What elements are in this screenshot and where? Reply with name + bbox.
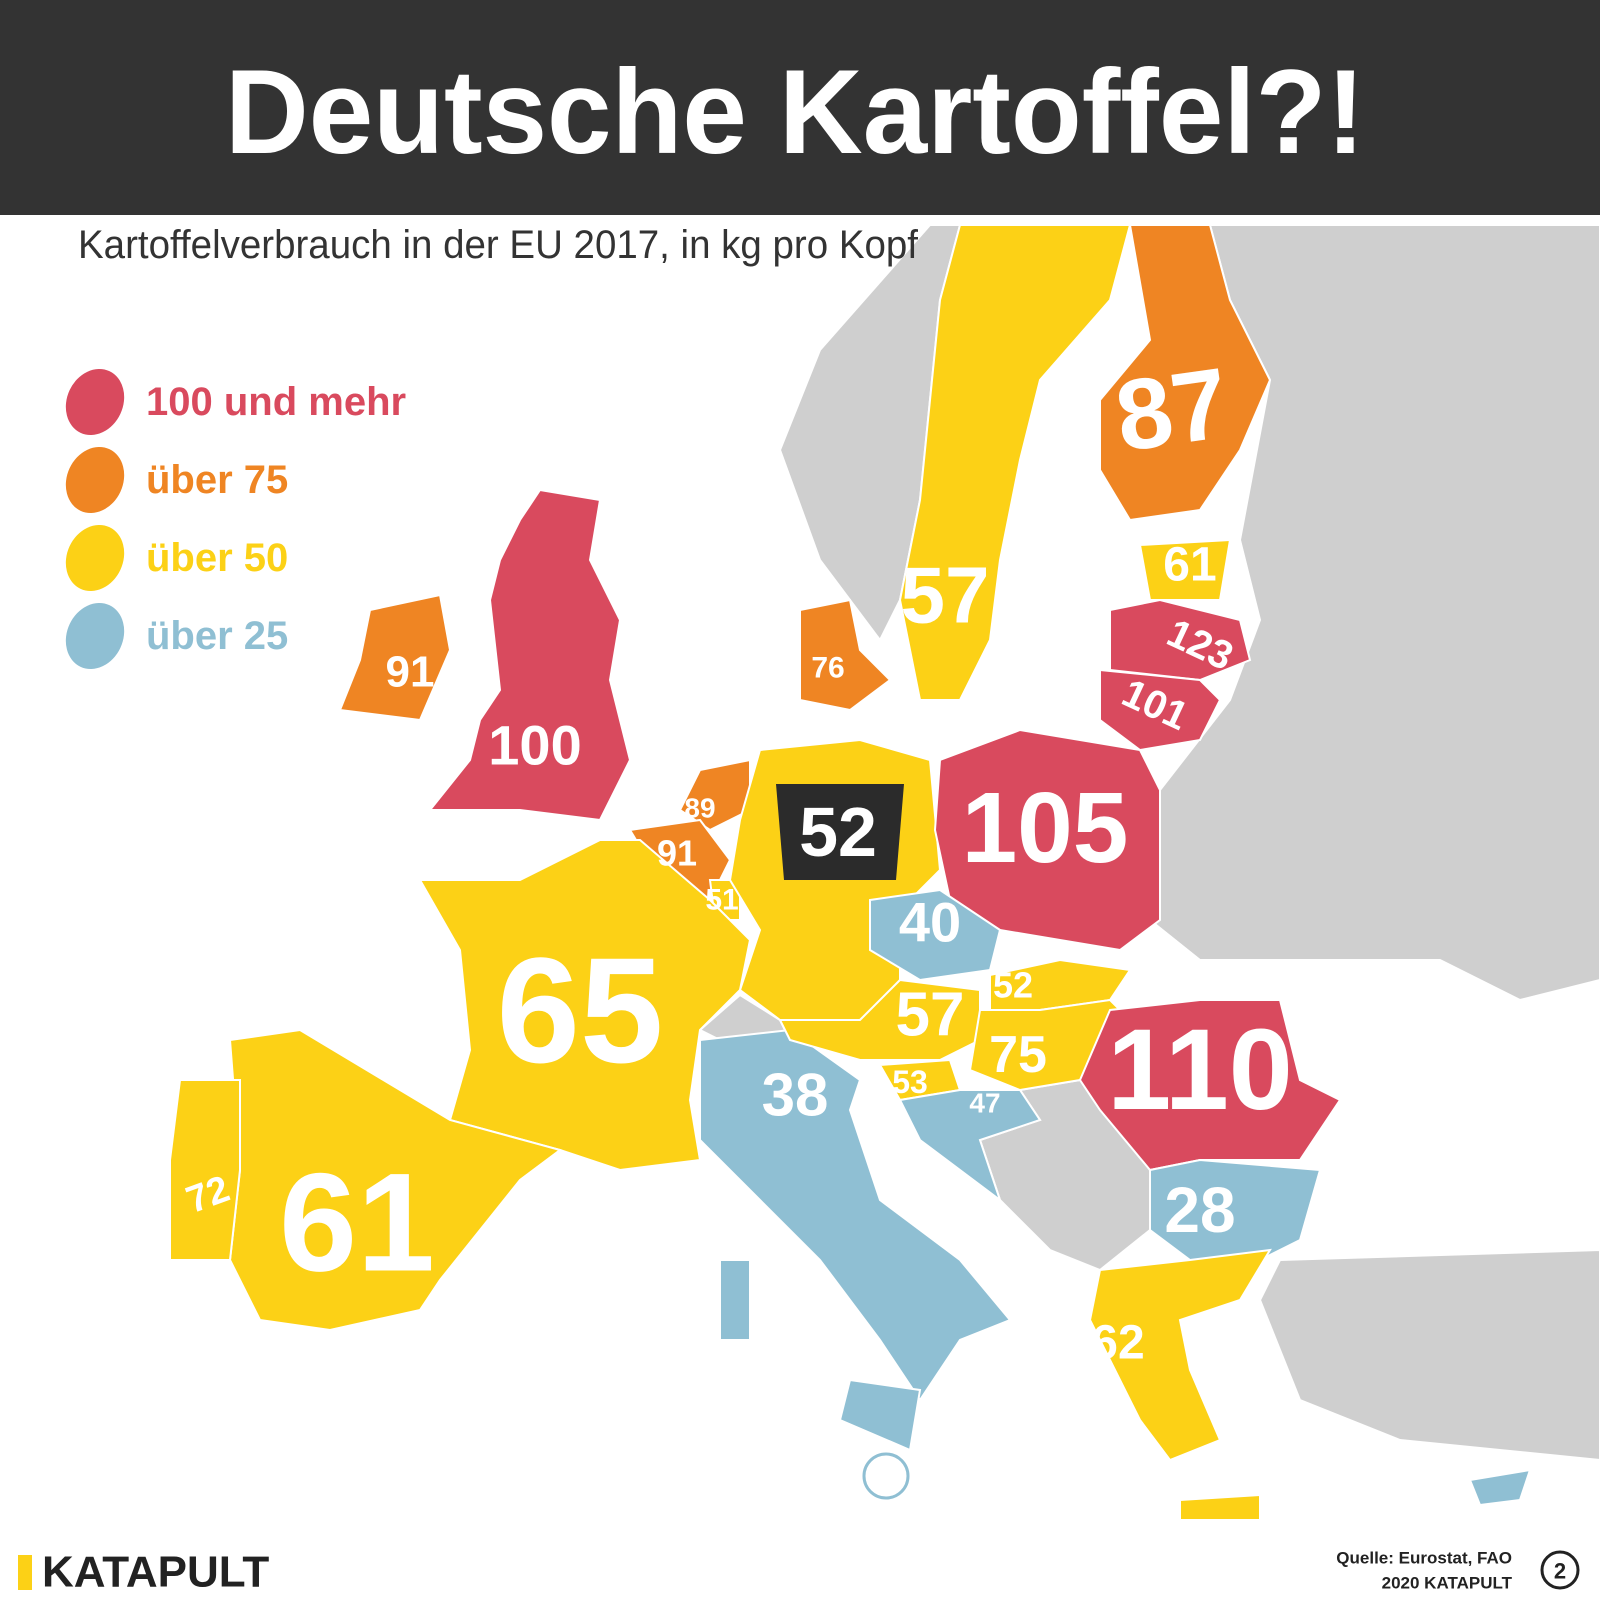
- legend-label: 100 und mehr: [146, 380, 406, 424]
- value-label: 91: [386, 648, 435, 697]
- value-label: 52: [993, 965, 1033, 1006]
- source: Quelle: Eurostat, FAO: [1336, 1549, 1512, 1568]
- logo-mark: [18, 1555, 32, 1590]
- badge: 2: [1554, 1559, 1566, 1584]
- country: [427, 488, 632, 822]
- legend-icon: [65, 524, 125, 592]
- country: [338, 593, 452, 722]
- title: Deutsche Kartoffel?!: [225, 45, 1365, 179]
- turkey: [1258, 1248, 1600, 1462]
- country: [1078, 999, 1342, 1172]
- eu-countries: [169, 224, 1532, 1521]
- country: [869, 888, 1002, 982]
- value-label: 40: [899, 891, 961, 954]
- country: [1088, 1248, 1272, 1462]
- country: [719, 1259, 751, 1341]
- country: [678, 758, 751, 832]
- country: [1138, 538, 1232, 601]
- country: [1468, 1468, 1532, 1507]
- country: [933, 728, 1161, 952]
- country: [169, 1079, 241, 1261]
- legend: 100 und mehr über 75 über 50 über 25: [65, 368, 406, 670]
- legend-label: über 75: [146, 458, 288, 502]
- value-label: 53: [892, 1064, 928, 1100]
- value-label: 89: [684, 793, 715, 824]
- brand: KATAPULT: [42, 1548, 269, 1597]
- country: [862, 1452, 910, 1500]
- legend-icon: [65, 446, 125, 514]
- legend-icon: [65, 368, 125, 436]
- country: [799, 598, 892, 712]
- header-bar: [0, 0, 1600, 215]
- value-label: 105: [962, 772, 1129, 884]
- value-label: 61: [279, 1144, 435, 1301]
- value-label: 28: [1164, 1174, 1235, 1246]
- badge-circle: [1540, 1550, 1580, 1590]
- value-label: 91: [657, 833, 697, 874]
- country: [1099, 224, 1272, 522]
- value-label: 100: [488, 714, 581, 777]
- country: [418, 839, 752, 1172]
- highlight-box: [776, 784, 904, 880]
- non-eu-land: [698, 224, 1600, 1462]
- country: [898, 224, 1132, 701]
- value-label: 57: [896, 981, 965, 1050]
- value-label: 62: [1091, 1317, 1144, 1370]
- value-label: 75: [989, 1026, 1047, 1084]
- value-label: 65: [497, 926, 664, 1094]
- country: [699, 1028, 1012, 1402]
- value-label: 38: [762, 1062, 829, 1129]
- value-label: 61: [1163, 539, 1216, 592]
- country: [838, 1378, 922, 1452]
- value-label: 46: [805, 1446, 854, 1495]
- value-label: 57: [901, 551, 990, 640]
- country: [1179, 1493, 1261, 1521]
- subtitle: Kartoffelverbrauch in der EU 2017, in kg…: [78, 223, 919, 267]
- country: [1099, 668, 1222, 752]
- value-label: 47: [969, 1088, 1000, 1119]
- value-label: 76: [811, 652, 844, 685]
- value-label: 52: [799, 793, 877, 871]
- value-label: 51: [705, 884, 738, 917]
- value-label: 87: [1109, 347, 1235, 473]
- country: [898, 1089, 1042, 1203]
- legend-label: über 50: [146, 536, 288, 580]
- legend-label: über 25: [146, 614, 288, 658]
- country: [1149, 1158, 1322, 1261]
- copyright: 2020 KATAPULT: [1382, 1574, 1513, 1593]
- value-label: 44: [1425, 1460, 1470, 1504]
- value-label: 110: [1107, 1006, 1293, 1134]
- legend-icon: [65, 602, 125, 670]
